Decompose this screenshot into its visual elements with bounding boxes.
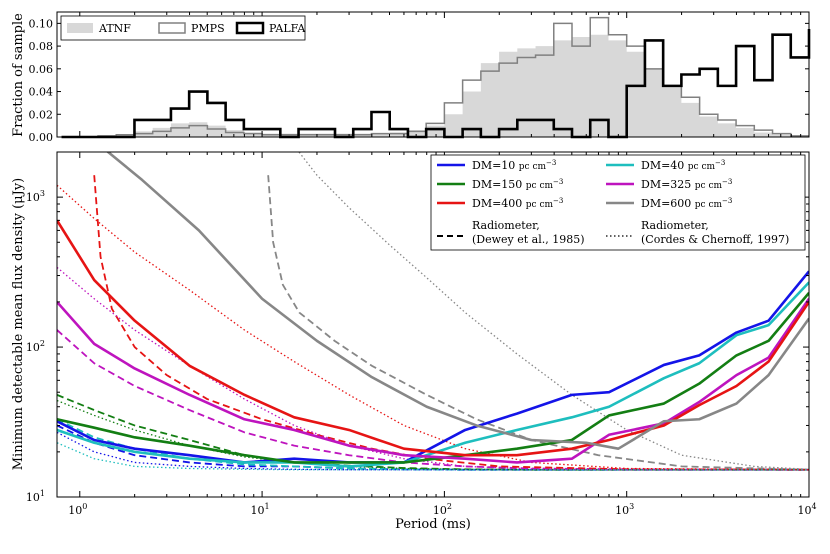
x-tick-label: 104 xyxy=(797,502,816,517)
hist-series-palfa xyxy=(61,29,811,139)
legend-label-dewey-1: Radiometer, xyxy=(472,219,540,232)
histogram-frame xyxy=(56,11,810,138)
histogram-series xyxy=(61,16,811,139)
legend-label-dm-325: DM=325 pc cm−3 xyxy=(641,178,732,191)
y-tick-label: 103 xyxy=(26,189,45,204)
sensitivity-panel: 100 101 102 103 104 101 102 103 Period (ms) Mi… xyxy=(11,151,817,532)
line-dm-40-cordes xyxy=(57,442,809,471)
hist-series-atnf xyxy=(61,34,810,137)
line-dm-325 xyxy=(57,298,809,464)
legend-label-dm-400: DM=400 pc cm−3 xyxy=(472,197,563,210)
line-dm-600-cordes xyxy=(298,152,809,470)
line-dm-40 xyxy=(57,281,809,468)
x-tick-label: 103 xyxy=(615,502,634,517)
histogram-legend-box xyxy=(60,15,306,41)
line-dm-10-cordes xyxy=(57,431,809,471)
legend-label-palfa: PALFA xyxy=(269,22,306,35)
histogram-y-ticks: 0.00 0.02 0.04 0.06 0.08 0.10 xyxy=(29,17,809,144)
x-tick-label: 100 xyxy=(68,502,87,517)
hist-y-tick-label: 0.06 xyxy=(29,63,54,76)
histogram-y-label: Fraction of sample xyxy=(11,13,26,137)
legend-label-atnf: ATNF xyxy=(98,22,131,35)
legend-label-cordes-1: Radiometer, xyxy=(641,219,709,232)
legend-label-dewey-2: (Dewey et al., 1985) xyxy=(472,233,585,246)
legend-swatch-atnf xyxy=(67,23,93,33)
sensitivity-series xyxy=(57,152,809,471)
legend-label-dm-40: DM=40 pc cm−3 xyxy=(641,159,725,172)
histogram-x-ticks xyxy=(79,12,810,137)
line-dm-400-dewey xyxy=(93,175,809,471)
sensitivity-frame xyxy=(56,151,810,498)
sensitivity-y-label: Minimum detectable mean flux density (μJ… xyxy=(11,178,26,471)
sensitivity-legend-entries: DM=10 pc cm−3 DM=150 pc cm−3 DM=400 pc cm−… xyxy=(437,159,732,210)
legend-label-dm-10: DM=10 pc cm−3 xyxy=(472,159,556,172)
legend-swatch-pmps xyxy=(158,22,186,34)
y-tick-label: 102 xyxy=(26,339,45,354)
legend-label-dm-150: DM=150 pc cm−3 xyxy=(472,178,563,191)
legend-swatch-palfa xyxy=(235,21,265,35)
hist-y-tick-label: 0.08 xyxy=(29,40,54,53)
hist-y-tick-label: 0.10 xyxy=(29,17,54,30)
line-dm-400 xyxy=(57,219,809,457)
line-dm-325-cordes xyxy=(57,266,809,471)
hist-y-tick-label: 0.04 xyxy=(29,86,54,99)
legend-label-cordes-2: (Cordes & Chernoff, 1997) xyxy=(641,233,789,246)
line-dm-400-cordes xyxy=(57,184,809,471)
hist-y-tick-label: 0.02 xyxy=(29,108,54,121)
x-tick-label: 102 xyxy=(433,502,452,517)
hist-series-pmps xyxy=(61,16,809,138)
histogram-panel: 0.00 0.02 0.04 0.06 0.08 0.10 Fraction of sam… xyxy=(11,11,811,144)
hist-y-tick-label: 0.00 xyxy=(29,131,54,144)
legend-label-dm-600: DM=600 pc cm−3 xyxy=(641,197,732,210)
line-dm-600-dewey xyxy=(267,175,809,471)
line-dm-10 xyxy=(57,270,809,464)
x-tick-label: 101 xyxy=(251,502,270,517)
histogram-legend: ATNF PMPS PALFA xyxy=(60,15,306,41)
line-dm-600 xyxy=(106,152,809,450)
y-tick-label: 101 xyxy=(26,489,45,504)
sensitivity-x-label: Period (ms) xyxy=(395,517,471,532)
legend-label-pmps: PMPS xyxy=(191,22,225,35)
sensitivity-legend: DM=10 pc cm−3 DM=150 pc cm−3 DM=400 pc cm−… xyxy=(430,154,806,251)
